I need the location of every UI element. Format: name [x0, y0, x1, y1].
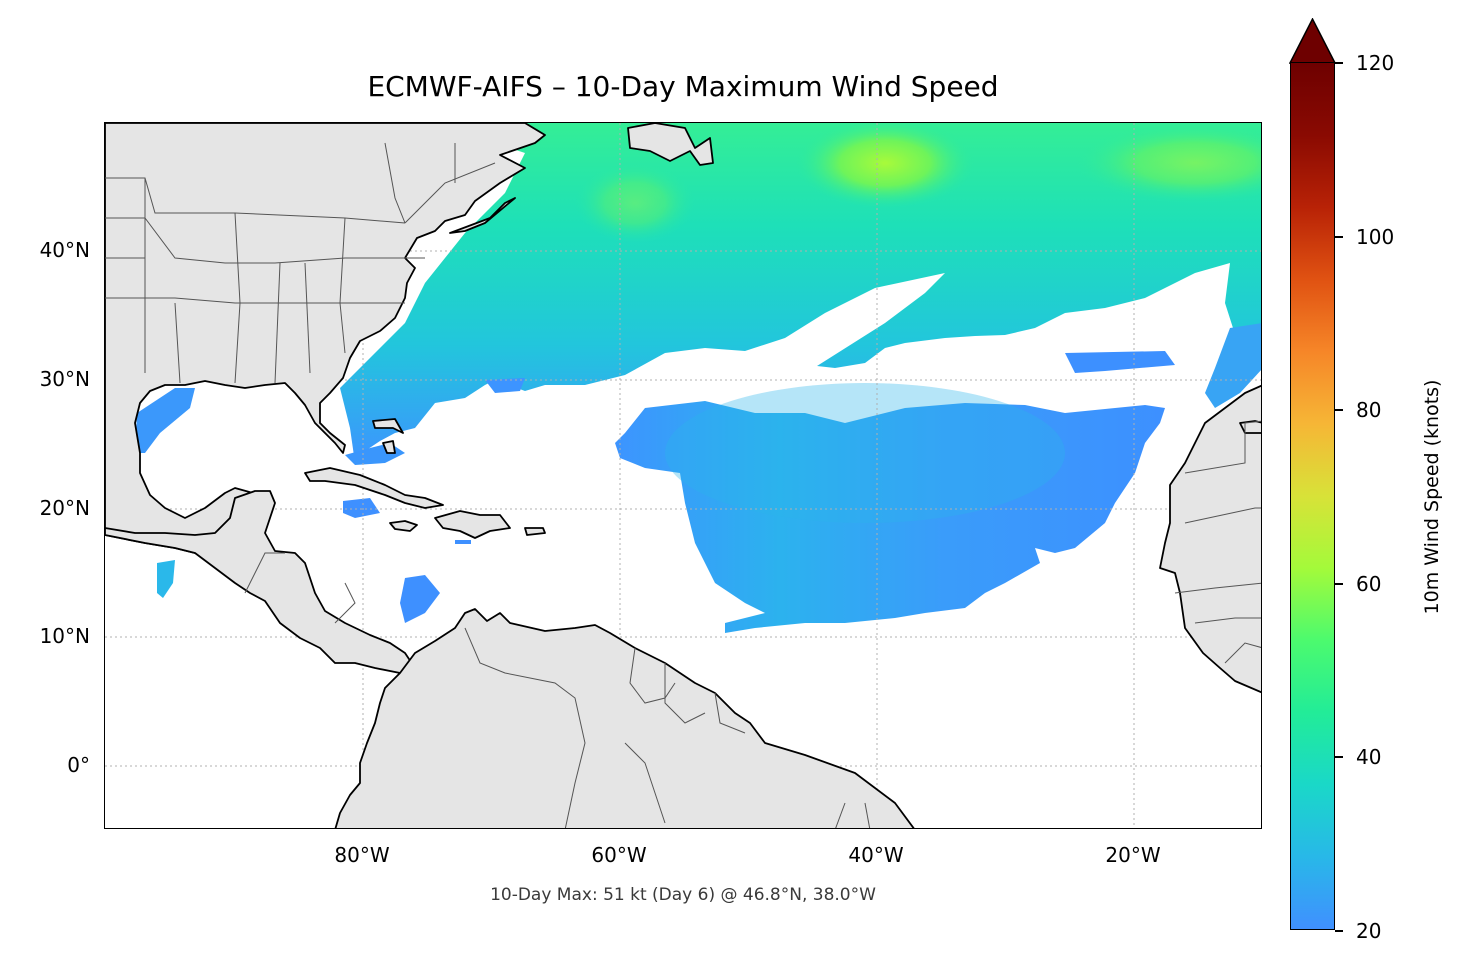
y-tick-0: 0° [67, 753, 90, 777]
x-tick-40w: 40°W [848, 843, 904, 867]
x-tick-20w: 20°W [1105, 843, 1161, 867]
x-tick-80w: 80°W [334, 843, 390, 867]
colorbar-tick-mark [1335, 62, 1343, 64]
y-tick-20n: 20°N [39, 496, 90, 520]
colorbar-tick-mark [1335, 236, 1343, 238]
map-panel [104, 122, 1262, 829]
colorbar-tick-mark [1335, 756, 1343, 758]
wind-field [135, 123, 1261, 803]
land [105, 123, 1261, 828]
colorbar-tick-mark [1335, 409, 1343, 411]
colorbar-label-80: 80 [1356, 398, 1382, 422]
colorbar-label-20: 20 [1356, 919, 1382, 943]
colorbar-label-40: 40 [1356, 745, 1382, 769]
colorbar-title: 10m Wind Speed (knots) [1421, 379, 1443, 615]
y-tick-40n: 40°N [39, 238, 90, 262]
y-tick-30n: 30°N [39, 367, 90, 391]
x-tick-60w: 60°W [591, 843, 647, 867]
colorbar-label-60: 60 [1356, 572, 1382, 596]
colorbar-label-120: 120 [1356, 51, 1395, 75]
chart-title: ECMWF-AIFS – 10-Day Maximum Wind Speed [367, 70, 999, 103]
borders [105, 142, 1261, 828]
max-wind-footnote: 10-Day Max: 51 kt (Day 6) @ 46.8°N, 38.0… [490, 885, 876, 905]
gridlines [105, 123, 1261, 828]
colorbar [1290, 62, 1335, 930]
y-tick-10n: 10°N [39, 624, 90, 648]
colorbar-extend-arrow [1289, 18, 1336, 64]
colorbar-label-100: 100 [1356, 225, 1395, 249]
colorbar-tick-mark [1335, 930, 1343, 932]
colorbar-tick-mark [1335, 583, 1343, 585]
map-canvas [105, 123, 1261, 828]
